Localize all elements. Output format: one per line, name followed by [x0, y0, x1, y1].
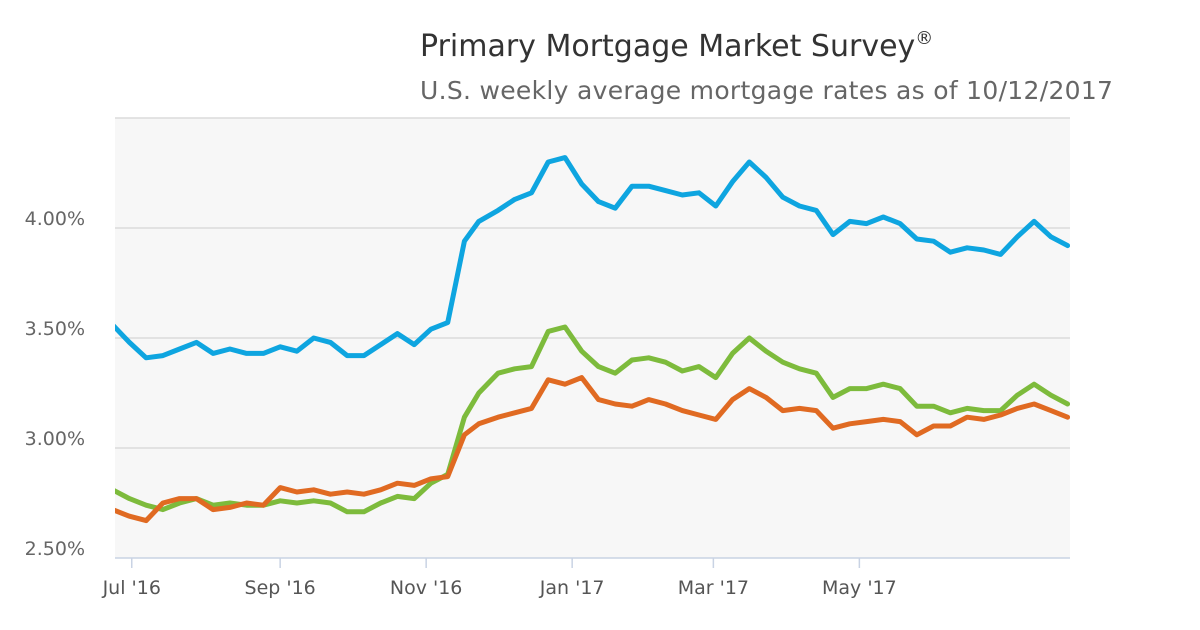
series-line-2 [115, 324, 1070, 515]
x-tick-label: Jan '17 [539, 577, 605, 599]
series-lines [115, 155, 1070, 524]
x-tick-label: Jul '16 [102, 577, 161, 599]
y-tick-label: 3.00% [25, 428, 85, 450]
grid-lines [115, 117, 1070, 449]
chart-title-text: Primary Mortgage Market Survey [420, 29, 916, 64]
y-tick-label: 2.50% [25, 538, 85, 560]
x-tick-label: Nov '16 [390, 577, 463, 599]
chart-title: Primary Mortgage Market Survey® [420, 28, 933, 64]
y-tick-label: 4.00% [25, 208, 85, 230]
y-tick-label: 3.50% [25, 318, 85, 340]
y-axis-tick-labels: 2.50% 3.00% 3.50% 4.00% [25, 208, 85, 560]
series-line-3 [115, 375, 1070, 524]
registered-mark: ® [915, 28, 934, 49]
x-tick-label: May '17 [822, 577, 897, 599]
x-tick-label: Mar '17 [678, 577, 749, 599]
x-tick-label: Sep '16 [245, 577, 316, 599]
chart-subtitle: U.S. weekly average mortgage rates as of… [420, 76, 1114, 105]
series-line-1 [115, 155, 1070, 361]
x-axis-ticks: Jul '16 Sep '16 Nov '16 Jan '17 Mar '17 May '… [102, 558, 897, 599]
